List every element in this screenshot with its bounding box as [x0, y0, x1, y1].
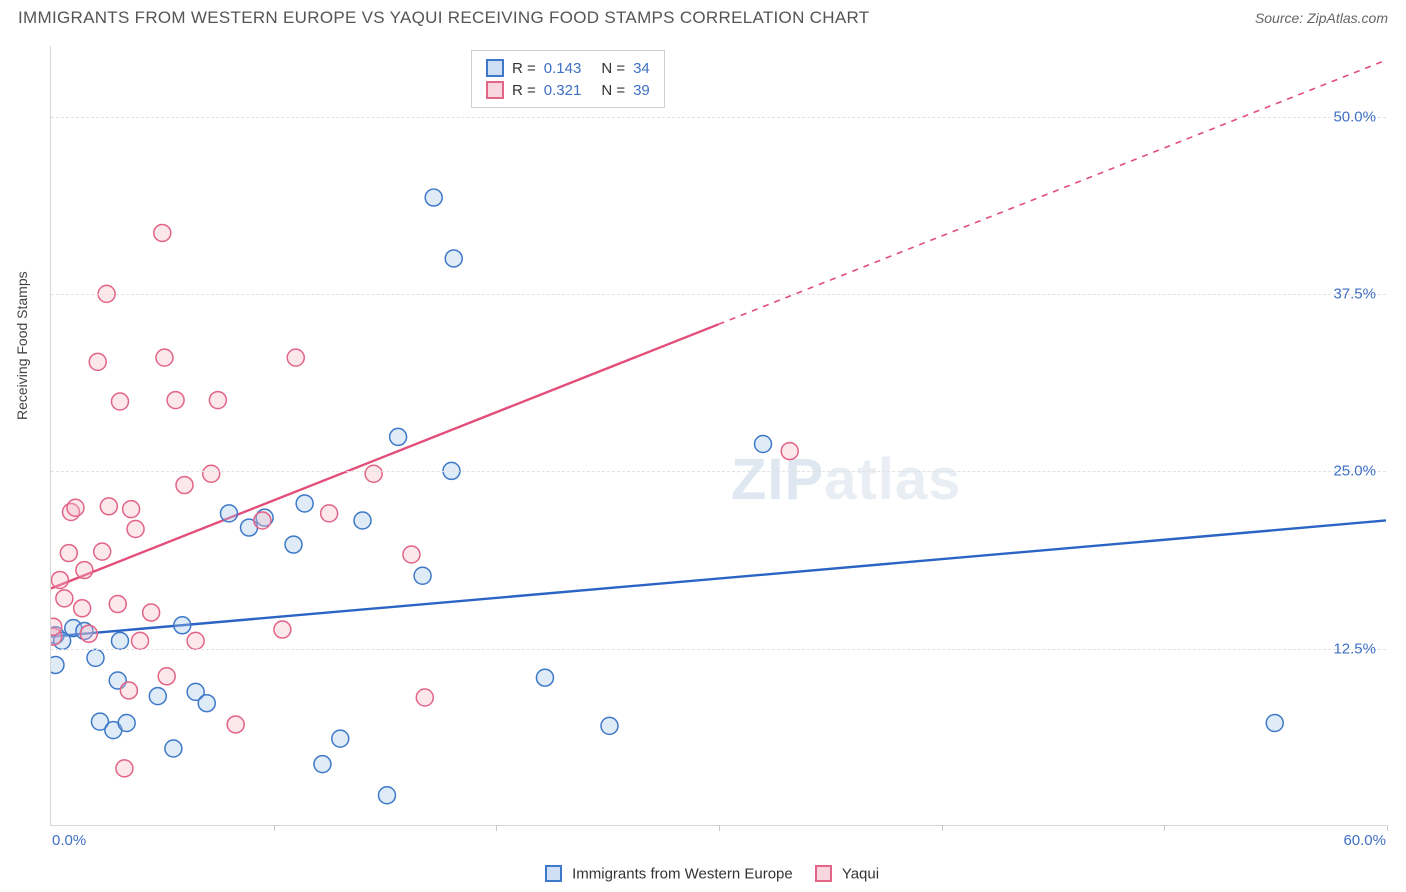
data-point-pink: [176, 477, 193, 494]
data-point-pink: [60, 545, 77, 562]
data-point-pink: [167, 392, 184, 409]
grid-line: [51, 471, 1386, 472]
data-point-pink: [227, 716, 244, 733]
data-point-pink: [116, 760, 133, 777]
data-point-blue: [198, 695, 215, 712]
data-point-blue: [285, 536, 302, 553]
data-point-blue: [601, 717, 618, 734]
x-tick: [274, 825, 275, 831]
data-point-blue: [354, 512, 371, 529]
data-point-blue: [536, 669, 553, 686]
data-point-pink: [132, 632, 149, 649]
data-point-pink: [51, 618, 62, 635]
trend-line-dashed-pink: [719, 60, 1387, 324]
data-point-blue: [378, 787, 395, 804]
data-point-blue: [755, 436, 772, 453]
legend-label-pink: Yaqui: [842, 865, 879, 882]
x-tick: [942, 825, 943, 831]
data-point-blue: [149, 688, 166, 705]
data-point-pink: [76, 562, 93, 579]
data-point-blue: [1266, 715, 1283, 732]
data-point-pink: [187, 632, 204, 649]
grid-line: [51, 294, 1386, 295]
x-max-label: 60.0%: [1343, 832, 1386, 849]
x-tick: [1387, 825, 1388, 831]
data-point-pink: [123, 501, 140, 518]
data-point-pink: [203, 465, 220, 482]
data-point-blue: [111, 632, 128, 649]
y-axis-label: Receiving Food Stamps: [14, 271, 30, 420]
data-point-blue: [165, 740, 182, 757]
data-point-pink: [287, 349, 304, 366]
data-point-pink: [158, 668, 175, 685]
data-point-pink: [111, 393, 128, 410]
y-tick-label: 50.0%: [1333, 108, 1376, 125]
chart-title: IMMIGRANTS FROM WESTERN EUROPE VS YAQUI …: [18, 8, 869, 28]
scatter-svg: [51, 46, 1386, 825]
trend-line-pink: [51, 324, 719, 588]
x-tick: [496, 825, 497, 831]
data-point-pink: [274, 621, 291, 638]
data-point-pink: [403, 546, 420, 563]
data-point-blue: [332, 730, 349, 747]
data-point-pink: [781, 443, 798, 460]
y-tick-label: 37.5%: [1333, 286, 1376, 303]
data-point-blue: [221, 505, 238, 522]
data-point-pink: [156, 349, 173, 366]
data-point-pink: [109, 596, 126, 613]
data-point-pink: [254, 512, 271, 529]
data-point-pink: [416, 689, 433, 706]
chart-plot-area: ZIPatlas R = 0.143 N = 34 R = 0.321 N = …: [50, 46, 1386, 826]
data-point-pink: [100, 498, 117, 515]
data-point-pink: [365, 465, 382, 482]
data-point-pink: [67, 499, 84, 516]
data-point-pink: [209, 392, 226, 409]
data-point-blue: [390, 428, 407, 445]
chart-header: IMMIGRANTS FROM WESTERN EUROPE VS YAQUI …: [0, 0, 1406, 32]
data-point-pink: [56, 590, 73, 607]
data-point-pink: [80, 625, 97, 642]
data-point-pink: [89, 353, 106, 370]
data-point-pink: [154, 224, 171, 241]
data-point-pink: [120, 682, 137, 699]
data-point-blue: [87, 649, 104, 666]
legend-series: Immigrants from Western Europe Yaqui: [0, 865, 1406, 884]
data-point-blue: [118, 715, 135, 732]
legend-label-blue: Immigrants from Western Europe: [572, 865, 793, 882]
trend-line-blue: [51, 520, 1386, 636]
grid-line: [51, 117, 1386, 118]
data-point-blue: [425, 189, 442, 206]
data-point-pink: [143, 604, 160, 621]
y-tick-label: 12.5%: [1333, 640, 1376, 657]
x-min-label: 0.0%: [52, 832, 86, 849]
data-point-blue: [174, 617, 191, 634]
data-point-blue: [314, 756, 331, 773]
x-tick: [719, 825, 720, 831]
x-tick: [1164, 825, 1165, 831]
chart-source: Source: ZipAtlas.com: [1255, 10, 1388, 26]
data-point-pink: [51, 571, 68, 588]
data-point-pink: [74, 600, 91, 617]
legend-swatch-blue: [545, 865, 562, 882]
data-point-pink: [94, 543, 111, 560]
data-point-blue: [445, 250, 462, 267]
y-tick-label: 25.0%: [1333, 463, 1376, 480]
data-point-pink: [127, 520, 144, 537]
data-point-blue: [414, 567, 431, 584]
data-point-blue: [296, 495, 313, 512]
grid-line: [51, 649, 1386, 650]
data-point-pink: [321, 505, 338, 522]
legend-swatch-pink: [815, 865, 832, 882]
data-point-blue: [51, 656, 64, 673]
